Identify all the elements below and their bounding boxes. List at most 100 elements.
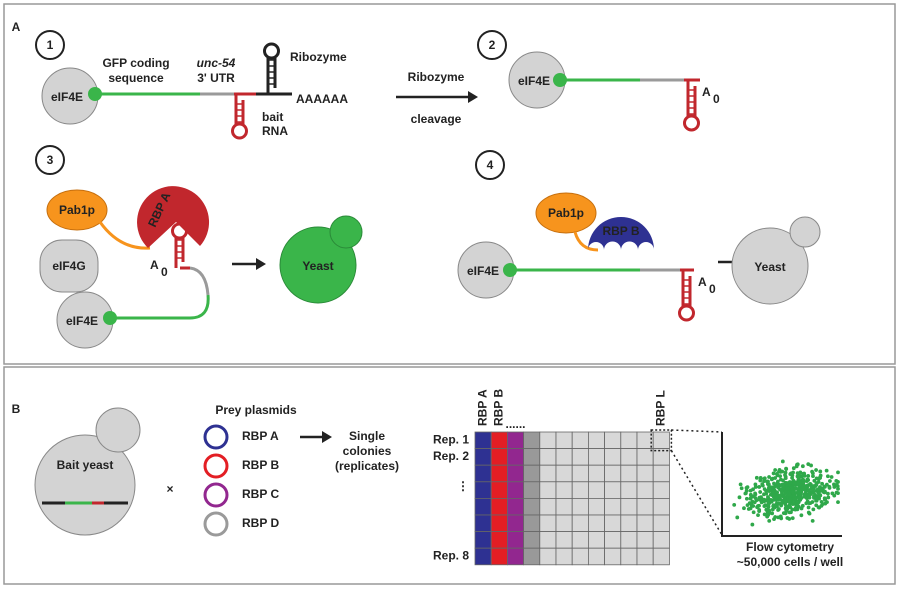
cell-dot [801, 471, 805, 476]
cell-dot [825, 474, 830, 479]
row-label: Rep. 8 [433, 549, 469, 563]
yeast [731, 227, 809, 305]
well [620, 514, 638, 533]
well [539, 547, 557, 566]
result-label: (replicates) [335, 459, 399, 473]
cell-dot [764, 491, 769, 496]
cell-dot [758, 476, 763, 480]
cell-dot [787, 492, 792, 497]
cell-dot [795, 500, 800, 505]
well [571, 464, 589, 483]
cell-dot [824, 482, 829, 487]
cell-dot [796, 481, 801, 486]
well [604, 547, 622, 566]
eif4g-label: eIF4G [52, 259, 85, 273]
rbp-label: RBP B [602, 224, 639, 238]
well [539, 448, 557, 466]
cell-dot [825, 500, 829, 505]
well [571, 497, 589, 516]
well [490, 431, 508, 450]
cell-dot [768, 510, 772, 515]
cell-dot [826, 491, 830, 496]
bait-label: RNA [262, 124, 288, 138]
plasmid [203, 453, 229, 479]
cell-dot [771, 503, 776, 508]
pab1p-label: Pab1p [548, 206, 584, 220]
well [523, 431, 541, 450]
cell-dot [823, 489, 827, 494]
cell-dot [766, 482, 771, 487]
flow-label: Flow cytometry [746, 540, 834, 554]
cell-dot [806, 488, 811, 493]
well [474, 464, 492, 483]
well [636, 497, 654, 516]
utr-label: unc-54 [197, 56, 236, 70]
cell-dot [781, 485, 786, 490]
well [652, 547, 670, 566]
bait-yeast-label: Bait yeast [57, 458, 114, 472]
arrow-head [256, 258, 266, 270]
column-label: RBP B [491, 389, 505, 426]
cell-dot [801, 483, 806, 488]
cell-dot [774, 495, 779, 499]
cell-dot [814, 468, 818, 472]
cell-dot [767, 475, 771, 479]
linker [98, 221, 151, 250]
plot-axes [721, 432, 842, 537]
well [652, 481, 670, 499]
well [555, 448, 573, 466]
cell-dot [744, 485, 749, 490]
cell-dot [814, 476, 819, 481]
cell-dot [791, 490, 796, 495]
cell-dot [827, 486, 832, 490]
hairpin-loop [231, 122, 248, 140]
yeast-label: Yeast [754, 260, 785, 274]
row-label: ⋮ [457, 479, 469, 493]
gfp-label: GFP coding [102, 56, 169, 70]
well [523, 531, 541, 549]
cell-dot [780, 459, 785, 464]
cell-dot [784, 466, 788, 471]
arrow-head [322, 431, 332, 443]
cell-dot [751, 510, 756, 515]
well [523, 481, 541, 499]
well [474, 497, 492, 516]
well [506, 448, 524, 466]
cell-dot [780, 469, 785, 474]
prey-title: Prey plasmids [215, 403, 297, 417]
well [588, 514, 606, 533]
cell-dot [806, 505, 811, 510]
cell-dot [791, 466, 796, 471]
plasmid [203, 482, 229, 508]
cell-dot [836, 470, 840, 475]
cell-dot [787, 517, 792, 521]
step-marker [35, 145, 65, 175]
cell-dot [788, 497, 793, 502]
well [506, 481, 524, 499]
cell-dot [743, 491, 748, 496]
plasmid-label: RBP D [242, 516, 279, 530]
poly-a-tail: A [702, 85, 711, 99]
transition-label: Ribozyme [408, 70, 465, 84]
cell-dot [765, 499, 770, 503]
arrow-head [468, 91, 478, 103]
cell-dot [769, 499, 774, 504]
cross-symbol: × [166, 482, 173, 496]
cell-dot [785, 486, 790, 491]
cell-dot [773, 468, 778, 472]
cell-dot [767, 518, 772, 523]
flow-label: ~50,000 cells / well [737, 555, 843, 569]
strand [110, 294, 210, 320]
yeast [279, 226, 357, 304]
cell-dot [829, 475, 834, 479]
cell-dot [750, 522, 755, 527]
step-number: 3 [47, 153, 54, 167]
result-label: Single [349, 429, 385, 443]
yeast-bud [329, 215, 363, 249]
bait-yeast [34, 434, 136, 536]
rbp-b [588, 217, 654, 250]
well [604, 481, 622, 499]
well [539, 531, 557, 549]
cell-dot [762, 512, 767, 517]
cell-dot [819, 500, 824, 504]
